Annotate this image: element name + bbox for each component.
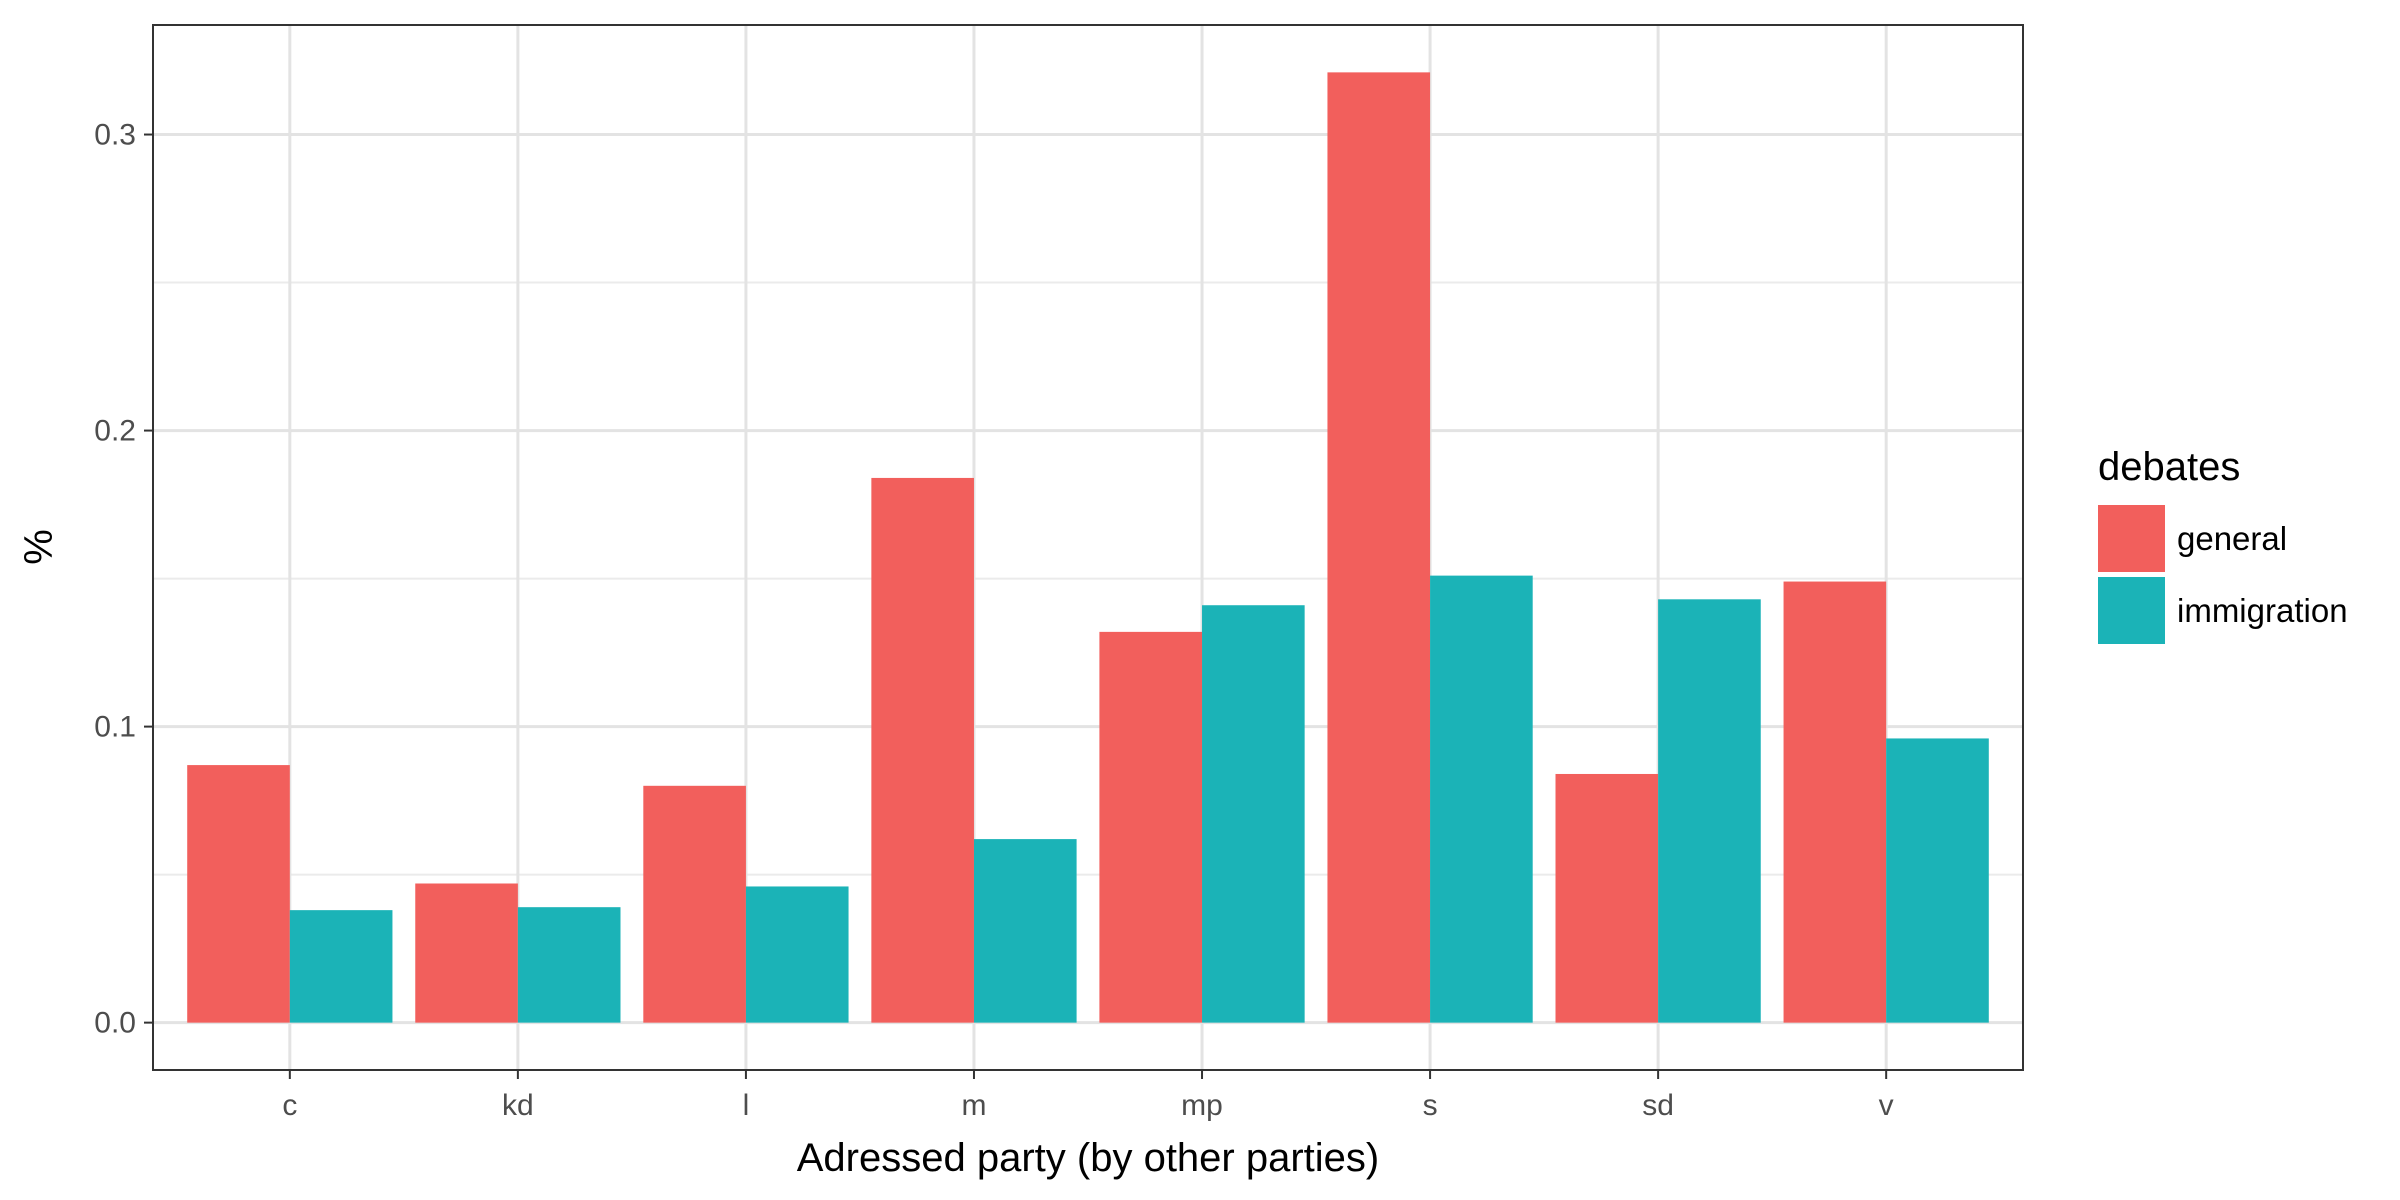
y-tick-label: 0.1 — [94, 711, 136, 744]
legend-key-general — [2098, 505, 2165, 572]
x-tick-label: s — [1423, 1089, 1438, 1122]
bar-general-sd — [1555, 773, 1659, 1023]
bar-immigration-sd — [1658, 599, 1761, 1023]
x-tick-label: kd — [502, 1089, 534, 1122]
bars — [187, 72, 1989, 1023]
bar-immigration-mp — [1202, 605, 1305, 1023]
x-tick-label: l — [743, 1089, 750, 1122]
legend: debates general immigration — [2098, 445, 2348, 644]
y-axis-title: % — [17, 529, 61, 565]
legend-title: debates — [2098, 445, 2240, 489]
x-tick-label: c — [282, 1089, 297, 1122]
bar-immigration-c — [289, 910, 393, 1023]
bar-general-kd — [415, 883, 518, 1023]
plot-panel-border — [152, 24, 2024, 1071]
axes: 0.0 0.1 0.2 0.3 c kd l m mp s sd v — [94, 119, 1893, 1122]
y-tick-label: 0.3 — [94, 119, 136, 152]
x-tick-label: sd — [1642, 1089, 1674, 1122]
legend-key-immigration — [2098, 577, 2165, 644]
bar-general-l — [643, 785, 746, 1023]
bar-general-c — [187, 765, 290, 1023]
x-axis-title: Adressed party (by other parties) — [797, 1136, 1379, 1180]
bar-immigration-m — [973, 839, 1077, 1023]
bar-general-s — [1327, 72, 1431, 1023]
legend-label-general: general — [2177, 520, 2287, 557]
x-tick-label: mp — [1181, 1089, 1223, 1122]
bar-immigration-v — [1886, 738, 1989, 1023]
bar-immigration-s — [1430, 575, 1533, 1023]
bar-general-v — [1783, 581, 1887, 1023]
bar-immigration-kd — [517, 907, 621, 1023]
x-tick-label: m — [961, 1089, 986, 1122]
bar-general-mp — [1099, 631, 1203, 1023]
bar-general-m — [871, 477, 974, 1023]
legend-label-immigration: immigration — [2177, 592, 2348, 629]
bar-immigration-l — [745, 886, 849, 1023]
y-tick-label: 0.0 — [94, 1007, 136, 1040]
x-tick-label: v — [1879, 1089, 1894, 1122]
y-tick-label: 0.2 — [94, 415, 136, 448]
